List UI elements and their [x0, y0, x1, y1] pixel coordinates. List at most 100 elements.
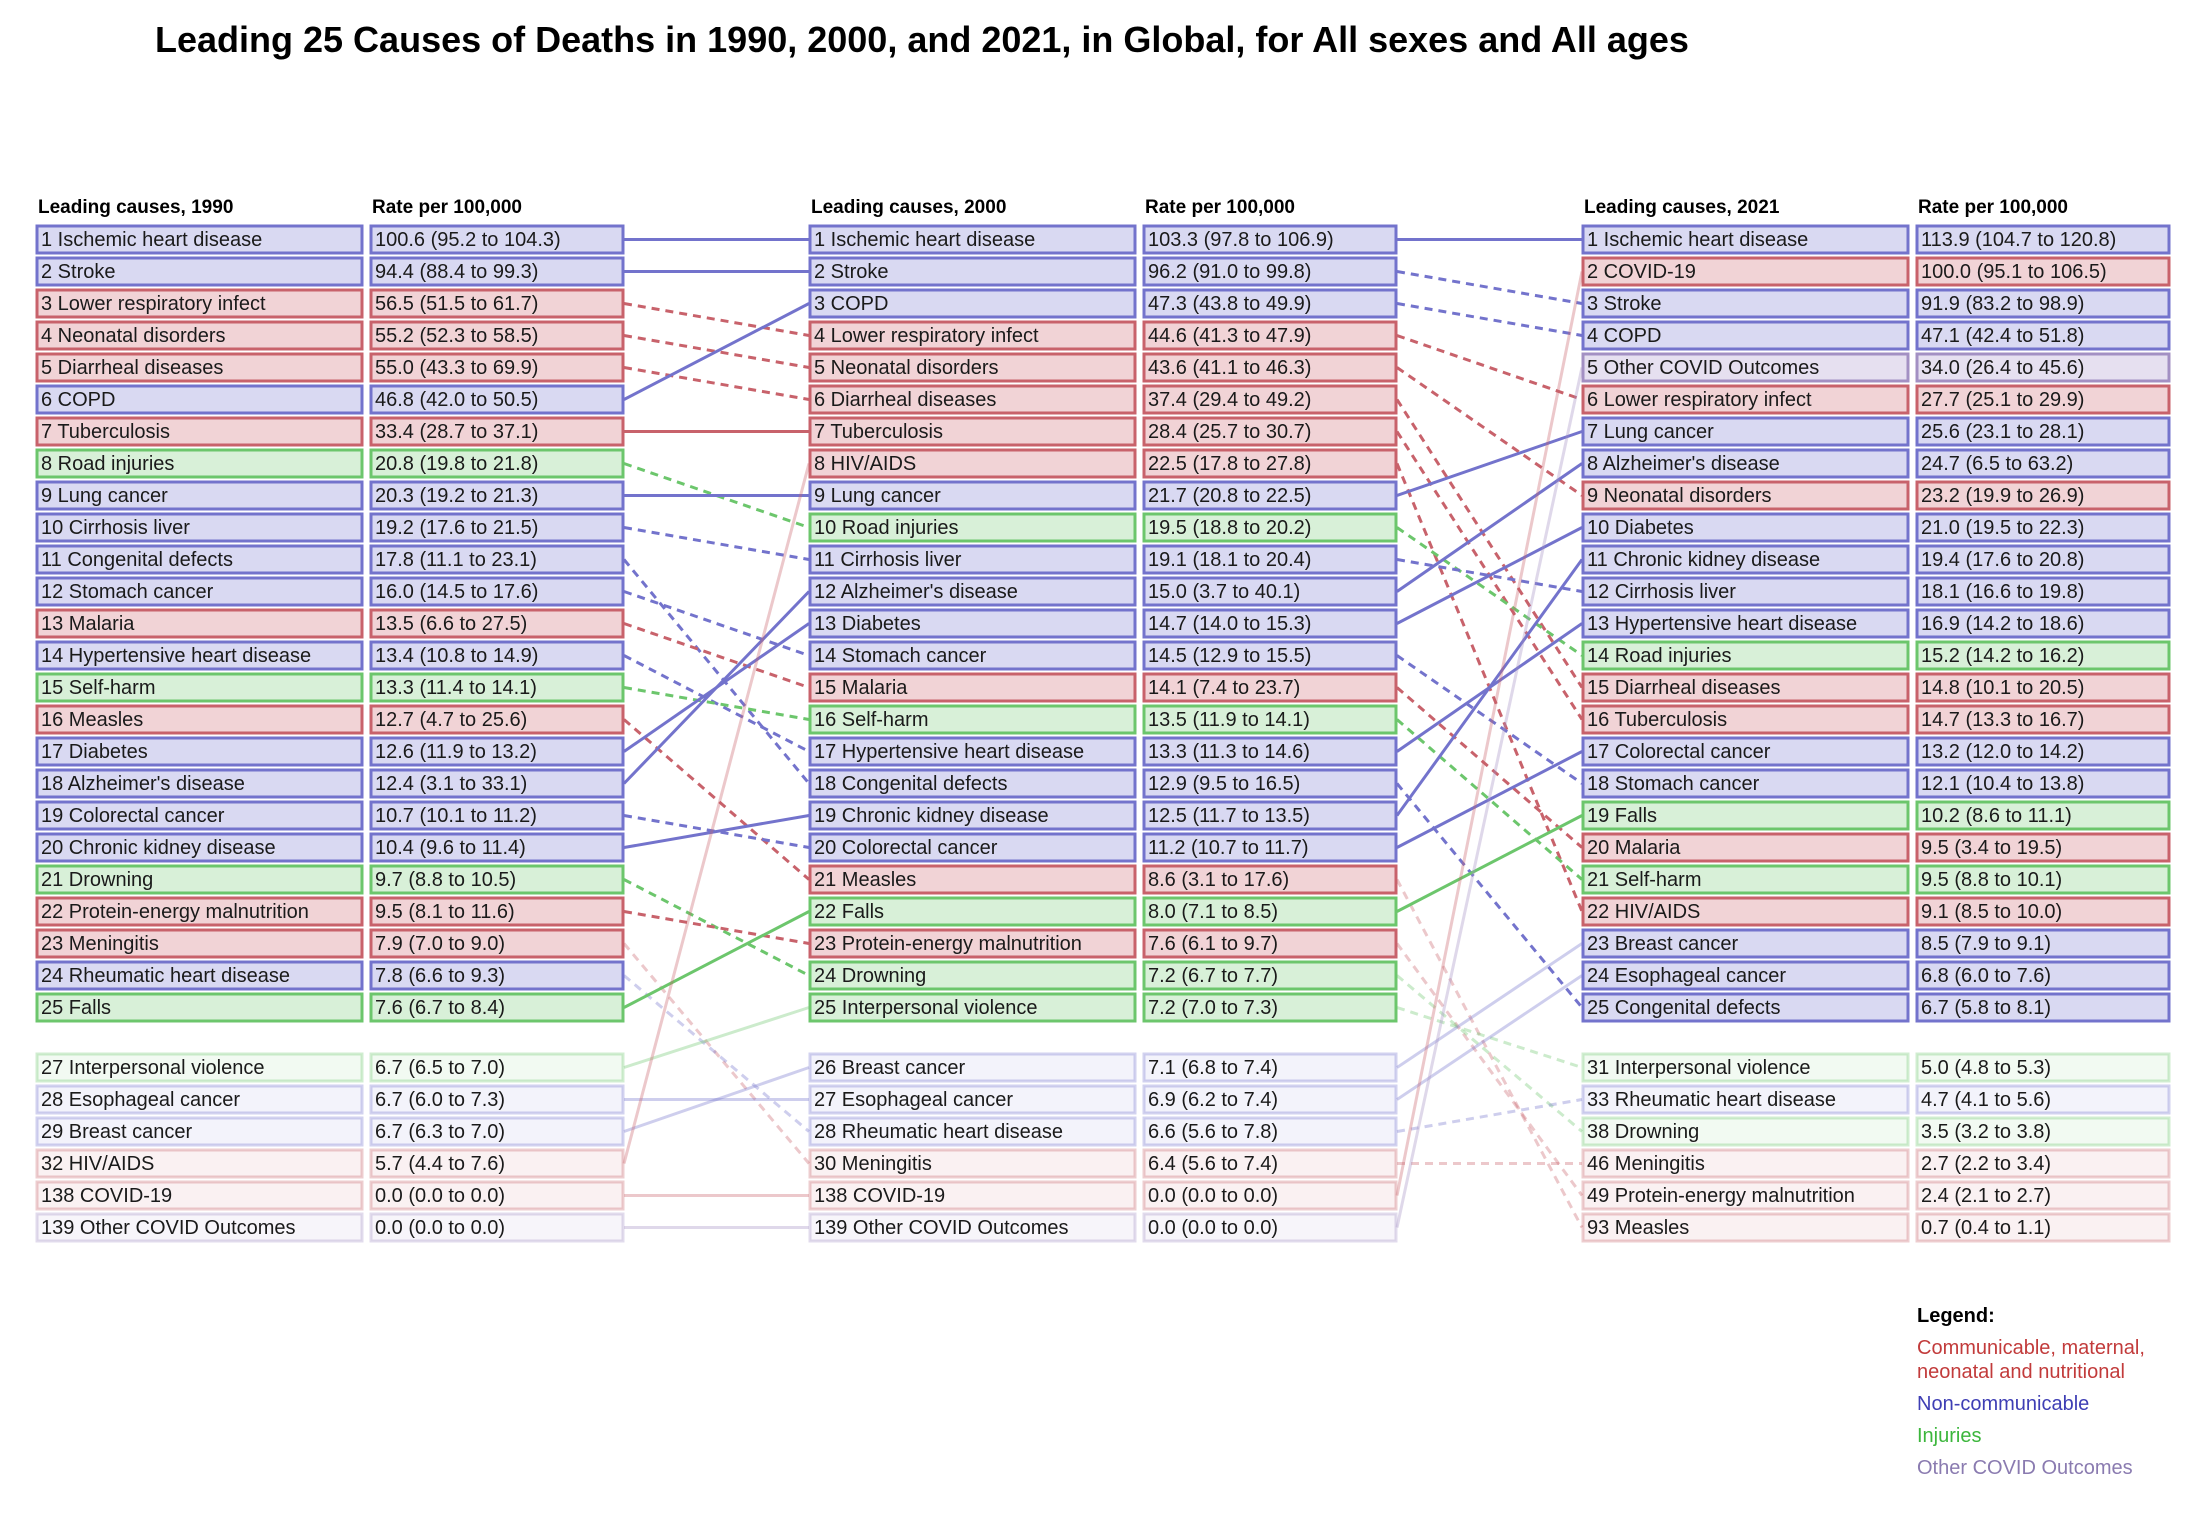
cause-label-1990-meningitis: 23 Meningitis — [41, 933, 159, 955]
cause-label-2021-breast-cancer: 23 Breast cancer — [1587, 933, 1739, 955]
cause-label-2021-falls: 19 Falls — [1587, 805, 1657, 827]
rate-value-2000-hiv-aids: 22.5 (17.8 to 27.8) — [1148, 453, 1311, 475]
rate-value-2021-diabetes: 21.0 (19.5 to 22.3) — [1921, 517, 2084, 539]
cause-label-2021-neonatal-disorders: 9 Neonatal disorders — [1587, 485, 1772, 507]
cause-box-1990-esophageal-cancer — [35, 1084, 364, 1115]
rate-box-1990-esophageal-cancer — [369, 1084, 625, 1115]
cause-label-1990-colorectal-cancer: 19 Colorectal cancer — [41, 805, 225, 827]
cause-label-2021-hiv-aids: 22 HIV/AIDS — [1587, 901, 1700, 923]
connector-2000-2021-stomach-cancer — [1396, 654, 1583, 785]
rate-value-2021-measles: 0.7 (0.4 to 1.1) — [1921, 1217, 2051, 1239]
rate-value-1990-alzheimer-s-disease: 12.4 (3.1 to 33.1) — [375, 773, 527, 795]
cause-box-2000-covid-19 — [808, 1180, 1137, 1211]
cause-label-2021-measles: 93 Measles — [1587, 1217, 1689, 1239]
cause-box-1990-alzheimer-s-disease — [35, 768, 364, 799]
connector-2000-2021-congenital-defects — [1395, 782, 1584, 1009]
cause-label-2021-chronic-kidney-disease: 11 Chronic kidney disease — [1587, 549, 1820, 571]
rate-value-1990-self-harm: 13.3 (11.4 to 14.1) — [375, 677, 537, 699]
cause-box-2021-chronic-kidney-disease — [1581, 544, 1910, 575]
cause-box-1990-diarrheal-diseases — [35, 352, 364, 383]
cause-box-2021-measles — [1581, 1212, 1910, 1243]
connector-2000-2021-esophageal-cancer — [1396, 974, 1583, 1101]
connector-2000-2021-lower-respiratory-infect — [1396, 334, 1583, 401]
rate-box-1990-drowning — [369, 864, 625, 895]
cause-box-1990-malaria — [35, 608, 364, 639]
rate-value-2000-lung-cancer: 21.7 (20.8 to 22.5) — [1148, 485, 1311, 507]
cause-label-1990-ischemic-heart-disease: 1 Ischemic heart disease — [41, 229, 262, 251]
cause-box-1990-stomach-cancer — [35, 576, 364, 607]
rate-value-2000-diarrheal-diseases: 37.4 (29.4 to 49.2) — [1148, 389, 1311, 411]
rate-value-2000-esophageal-cancer: 6.9 (6.2 to 7.4) — [1148, 1089, 1278, 1111]
cause-box-2021-malaria — [1581, 832, 1910, 863]
cause-box-2021-breast-cancer — [1581, 928, 1910, 959]
cause-box-2021-interpersonal-violence — [1581, 1052, 1910, 1083]
cause-box-1990-colorectal-cancer — [35, 800, 364, 831]
cause-label-2000-drowning: 24 Drowning — [814, 965, 926, 987]
rate-value-1990-meningitis: 7.9 (7.0 to 9.0) — [375, 933, 505, 955]
connector-2000-2021-other-covid-outcomes — [1395, 367, 1584, 1228]
rate-value-2021-rheumatic-heart-disease: 4.7 (4.1 to 5.6) — [1921, 1089, 2051, 1111]
connector-1990-2000-interpersonal-violence — [623, 1006, 810, 1069]
cause-box-2021-self-harm — [1581, 864, 1910, 895]
cause-box-2000-interpersonal-violence — [808, 992, 1137, 1023]
rate-value-2000-meningitis: 6.4 (5.6 to 7.4) — [1148, 1153, 1278, 1175]
cause-box-2021-copd — [1581, 320, 1910, 351]
cause-label-2021-self-harm: 21 Self-harm — [1587, 869, 1702, 891]
rate-value-1990-neonatal-disorders: 55.2 (52.3 to 58.5) — [375, 325, 538, 347]
cause-box-2000-malaria — [808, 672, 1137, 703]
rate-value-2000-stomach-cancer: 14.5 (12.9 to 15.5) — [1148, 645, 1311, 667]
rate-value-1990-esophageal-cancer: 6.7 (6.0 to 7.3) — [375, 1089, 505, 1111]
rate-box-2000-hypertensive-heart-disease — [1142, 736, 1398, 767]
rate-box-2021-diarrheal-diseases — [1915, 672, 2171, 703]
cause-box-1990-chronic-kidney-disease — [35, 832, 364, 863]
cause-label-2000-lung-cancer: 9 Lung cancer — [814, 485, 941, 507]
cause-label-2000-diabetes: 13 Diabetes — [814, 613, 921, 635]
cause-box-2021-road-injuries — [1581, 640, 1910, 671]
connector-2000-2021-lung-cancer — [1396, 430, 1583, 497]
cause-box-2021-meningitis — [1581, 1148, 1910, 1179]
rate-header-2000: Rate per 100,000 — [1145, 197, 1295, 218]
rate-box-1990-measles — [369, 704, 625, 735]
cause-label-2021-tuberculosis: 16 Tuberculosis — [1587, 709, 1727, 731]
legend-item-cmnn-line-2: neonatal and nutritional — [1917, 1361, 2125, 1383]
cause-box-2000-copd — [808, 288, 1137, 319]
rate-header-2021: Rate per 100,000 — [1918, 197, 2068, 218]
rate-value-2021-stroke: 91.9 (83.2 to 98.9) — [1921, 293, 2084, 315]
rate-box-1990-self-harm — [369, 672, 625, 703]
connector-1990-2000-lower-respiratory-infect — [623, 302, 810, 337]
cause-box-1990-lower-respiratory-infect — [35, 288, 364, 319]
rate-value-2021-hiv-aids: 9.1 (8.5 to 10.0) — [1921, 901, 2062, 923]
cause-box-2000-rheumatic-heart-disease — [808, 1116, 1137, 1147]
cause-label-2000-diarrheal-diseases: 6 Diarrheal diseases — [814, 389, 996, 411]
cause-label-1990-rheumatic-heart-disease: 24 Rheumatic heart disease — [41, 965, 290, 987]
rate-value-2021-self-harm: 9.5 (8.8 to 10.1) — [1921, 869, 2062, 891]
rate-value-2000-cirrhosis-liver: 19.1 (18.1 to 20.4) — [1148, 549, 1311, 571]
cause-box-2021-hypertensive-heart-disease — [1581, 608, 1910, 639]
cause-box-2021-esophageal-cancer — [1581, 960, 1910, 991]
rate-box-1990-interpersonal-violence — [369, 1052, 625, 1083]
cause-label-2000-neonatal-disorders: 5 Neonatal disorders — [814, 357, 999, 379]
cause-box-1990-drowning — [35, 864, 364, 895]
rate-value-1990-lower-respiratory-infect: 56.5 (51.5 to 61.7) — [375, 293, 538, 315]
rate-value-2000-chronic-kidney-disease: 12.5 (11.7 to 13.5) — [1148, 805, 1310, 827]
rate-box-1990-hiv-aids — [369, 1148, 625, 1179]
cause-box-2021-colorectal-cancer — [1581, 736, 1910, 767]
rate-value-2000-road-injuries: 19.5 (18.8 to 20.2) — [1148, 517, 1311, 539]
cause-label-1990-covid-19: 138 COVID-19 — [41, 1185, 172, 1207]
rate-box-2021-interpersonal-violence — [1915, 1052, 2171, 1083]
rate-box-1990-lower-respiratory-infect — [369, 288, 625, 319]
rate-box-2021-lower-respiratory-infect — [1915, 384, 2171, 415]
rate-box-2000-road-injuries — [1142, 512, 1398, 543]
rate-header-1990: Rate per 100,000 — [372, 197, 522, 218]
rate-box-2000-lung-cancer — [1142, 480, 1398, 511]
cause-label-2021-rheumatic-heart-disease: 33 Rheumatic heart disease — [1587, 1089, 1836, 1111]
cause-label-1990-measles: 16 Measles — [41, 709, 143, 731]
cause-label-1990-interpersonal-violence: 27 Interpersonal violence — [41, 1057, 264, 1079]
cause-box-2021-neonatal-disorders — [1581, 480, 1910, 511]
legend-title: Legend: — [1917, 1305, 1995, 1327]
cause-box-1990-hypertensive-heart-disease — [35, 640, 364, 671]
rate-value-1990-congenital-defects: 17.8 (11.1 to 23.1) — [375, 549, 537, 571]
rate-box-2021-protein-energy-malnutrition — [1915, 1180, 2171, 1211]
cause-box-2000-tuberculosis — [808, 416, 1137, 447]
rate-box-2021-cirrhosis-liver — [1915, 576, 2171, 607]
